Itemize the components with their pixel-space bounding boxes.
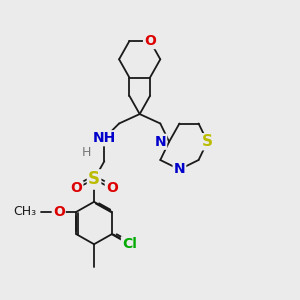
Text: N: N [174, 162, 185, 176]
Text: N: N [154, 135, 166, 149]
Text: H: H [82, 146, 92, 159]
Text: S: S [202, 134, 213, 149]
Text: NH: NH [93, 131, 116, 145]
Text: S: S [88, 170, 100, 188]
Text: O: O [53, 205, 65, 219]
Text: O: O [106, 181, 118, 195]
Text: O: O [144, 34, 156, 48]
Text: CH₃: CH₃ [13, 205, 36, 218]
Text: O: O [70, 181, 82, 195]
Text: Cl: Cl [122, 237, 137, 251]
